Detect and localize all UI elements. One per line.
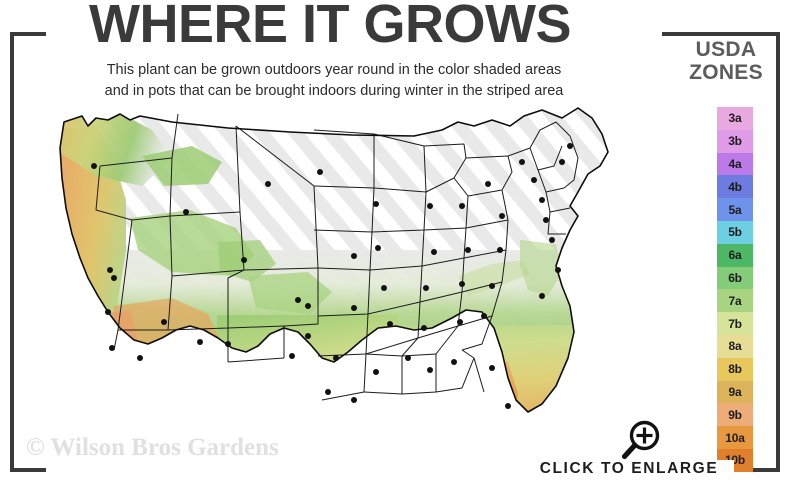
usda-hardiness-zone-map[interactable] (22, 100, 682, 460)
zone-swatch-8a: 8a (717, 334, 753, 358)
zone-swatch-7a: 7a (717, 289, 753, 313)
click-to-enlarge-label[interactable]: CLICK TO ENLARGE (524, 460, 734, 478)
watermark-credit: © Wilson Bros Gardens (26, 434, 279, 461)
zone-swatch-4b: 4b (717, 175, 753, 199)
subtitle-line-2: and in pots that can be brought indoors … (104, 82, 564, 99)
city-markers (91, 143, 573, 409)
legend-heading-line-2: ZONES (689, 61, 763, 85)
us-map-svg (59, 107, 609, 413)
zone-swatch-3b: 3b (717, 129, 753, 153)
state-boundaries (95, 113, 579, 401)
us-outline (59, 107, 609, 413)
page-title: WHERE IT GROWS (89, 0, 571, 54)
frame-border-right (776, 32, 780, 472)
zone-swatch-5a: 5a (717, 198, 753, 221)
page-subtitle: This plant can be grown outdoors year ro… (24, 60, 644, 101)
zone-swatch-9a: 9a (717, 380, 753, 404)
frame-border-top-left (10, 32, 46, 36)
zone-swatch-6a: 6a (717, 243, 753, 267)
frame-border-top-right (662, 32, 780, 36)
frame-border-left (10, 32, 14, 472)
usda-zone-legend: 3a 3b 4a 4b 5a 5b 6a 6b 7a 7b 8a 8b 9a 9b 10a 10b (717, 107, 753, 472)
magnifier-plus-icon[interactable] (617, 418, 663, 464)
legend-heading: USDA ZONES (672, 38, 780, 84)
frame-border-bottom-left (10, 468, 46, 472)
zone-swatch-5b: 5b (717, 220, 753, 244)
zone-swatch-3a: 3a (717, 107, 753, 130)
zone-swatch-8b: 8b (717, 357, 753, 381)
zone-swatch-7b: 7b (717, 312, 753, 335)
frame-border-bottom-right (738, 468, 780, 472)
subtitle-line-1: This plant can be grown outdoors year ro… (106, 62, 562, 78)
zone-swatch-10a: 10a (717, 426, 753, 449)
legend-heading-line-1: USDA (695, 38, 757, 61)
map-color-field (60, 108, 608, 412)
zone-swatch-9b: 9b (717, 403, 753, 427)
zone-swatch-4a: 4a (717, 152, 753, 176)
zone-swatch-6b: 6b (717, 266, 753, 290)
